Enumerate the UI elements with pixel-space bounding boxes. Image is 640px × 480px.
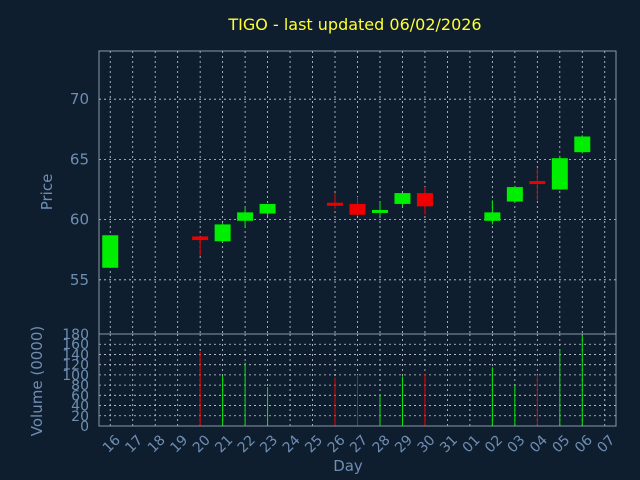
x-axis-label: Day [333,457,363,475]
candle-body [192,236,209,241]
x-tick-label: 05 [549,432,573,456]
x-tick-label: 26 [325,432,349,456]
volume-tick-label: 40 [71,399,89,415]
x-tick-label: 29 [392,432,416,456]
volume-tick-label: 140 [62,347,89,363]
x-tick-label: 19 [167,432,191,456]
x-tick-label: 25 [302,432,326,456]
x-tick-label: 01 [460,432,484,456]
candle-body [371,209,388,213]
volume-axis-label: Volume (0000) [28,326,46,436]
candle-body [574,136,591,153]
candle-body [484,212,501,221]
price-tick-label: 60 [70,211,89,229]
x-ticks: 1617181920212223242526272829303101020304… [100,432,618,456]
candle-body [416,193,433,207]
x-tick-label: 07 [594,432,618,456]
candle-body [102,235,119,268]
candle-body [551,158,568,190]
candle-body [237,212,254,221]
candle-body [259,203,276,214]
x-tick-label: 24 [280,432,304,456]
volume-tick-label: 20 [71,409,89,425]
x-tick-label: 04 [527,432,551,456]
x-tick-label: 23 [257,432,281,456]
x-tick-label: 22 [235,432,259,456]
price-tick-label: 70 [70,90,89,108]
x-tick-label: 20 [190,432,214,456]
candles [102,135,591,268]
price-y-ticks: 55 60 65 70 [70,90,89,289]
x-tick-label: 21 [212,432,236,456]
volume-tick-label: 160 [62,337,89,353]
candle-body [529,181,546,185]
price-tick-label: 55 [70,271,89,289]
candle-body [349,203,366,215]
x-tick-label: 18 [145,432,169,456]
x-tick-label: 06 [572,432,596,456]
volume-tick-label: 60 [71,388,89,404]
candle-body [327,202,344,206]
volume-tick-label: 180 [62,327,89,343]
volume-bars [199,335,583,426]
x-tick-label: 03 [505,432,529,456]
candle-body [394,193,411,204]
volume-tick-label: 80 [71,378,89,394]
price-tick-label: 65 [70,150,89,168]
x-tick-label: 27 [347,432,371,456]
candle-body [214,224,231,242]
chart-title: TIGO - last updated 06/02/2026 [227,15,481,34]
volume-plot-frame [98,333,617,427]
x-tick-label: 17 [122,432,146,456]
price-axis-label: Price [38,174,56,211]
x-tick-label: 16 [100,432,124,456]
volume-tick-label: 120 [62,358,89,374]
x-tick-label: 30 [415,432,439,456]
volume-tick-label: 0 [80,419,89,435]
x-tick-label: 02 [482,432,506,456]
x-tick-label: 28 [370,432,394,456]
x-tick-label: 31 [437,432,461,456]
volume-tick-label: 100 [62,368,89,384]
price-grid [99,51,616,334]
candle-body [506,187,523,202]
